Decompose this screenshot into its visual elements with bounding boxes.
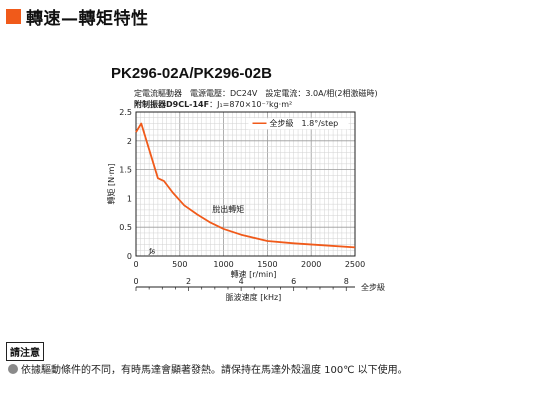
chart-title: PK296-02A/PK296-02B [111, 65, 272, 82]
secondary-axis-unit: 全步級 [361, 282, 385, 292]
notice-text: 依據驅動條件的不同，有時馬達會顯著發熱。請保持在馬達外殼溫度 100℃ 以下使用… [21, 365, 408, 376]
bullet-icon [8, 363, 18, 374]
section-title: 轉速—轉矩特性 [26, 8, 149, 29]
conditions-line-1: 定電流驅動器 電源電壓：DC24V 設定電流：3.0A/相(2相激磁時) [134, 89, 378, 98]
y-tick-label: 0 [127, 252, 132, 261]
x-tick-label: 500 [172, 260, 187, 269]
conditions-line-2: 附制振器D9CL-14F：J₁=870×10⁻⁷kg·m² [134, 99, 292, 110]
section-header: 轉速—轉矩特性 [6, 5, 149, 29]
x-tick-label: 1000 [213, 260, 233, 269]
plot-frame [135, 111, 356, 257]
y-axis-label: 轉矩 [N·m] [106, 163, 116, 204]
secondary-tick-label: 2 [186, 277, 191, 286]
x-tick-label: 1500 [257, 260, 277, 269]
y-tick-label: 1.5 [119, 166, 132, 175]
y-tick-label: 0.5 [119, 223, 132, 232]
annotation-pullout: 脫出轉矩 [212, 204, 244, 214]
secondary-tick-label: 6 [291, 277, 296, 286]
secondary-tick-label: 8 [344, 277, 349, 286]
y-tick-label: 1 [127, 194, 132, 203]
secondary-axis-label: 脈波速度 [kHz] [226, 292, 282, 302]
series-line [135, 122, 356, 249]
x-tick-label: 2500 [345, 260, 365, 269]
notice-label: 請注意 [6, 342, 44, 361]
y-tick-label: 2.5 [119, 108, 132, 117]
x-tick-label: 0 [133, 260, 138, 269]
x-tick-label: 2000 [301, 260, 321, 269]
legend-label: 全步級 1.8°/step [270, 118, 339, 128]
x-axis-label: 轉速 [r/min] [231, 269, 277, 279]
legend-box [248, 118, 349, 130]
damper-label: 附制振器D9CL-14F [134, 100, 210, 109]
secondary-tick-label: 4 [239, 277, 244, 286]
section-marker-icon [6, 8, 21, 24]
annotation-fs-leader [148, 251, 153, 256]
y-tick-label: 2 [127, 137, 132, 146]
inertia-value: ：J₁=870×10⁻⁷kg·m² [209, 100, 293, 109]
secondary-tick-label: 0 [133, 277, 138, 286]
notice-text-row: 依據驅動條件的不同，有時馬達會顯著發熱。請保持在馬達外殼溫度 100℃ 以下使用… [8, 361, 408, 376]
